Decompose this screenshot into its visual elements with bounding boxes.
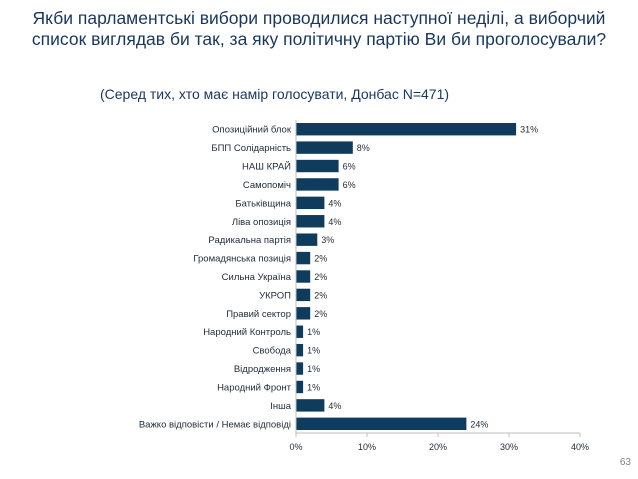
x-tick-label: 10% [358, 442, 376, 452]
category-label: Народний Контроль [203, 327, 291, 338]
x-tick-label: 0% [289, 442, 302, 452]
bar [296, 325, 304, 338]
data-label: 1% [307, 364, 320, 374]
category-label: УКРОП [259, 290, 291, 301]
bar [296, 233, 318, 246]
category-label: Громадянська позиція [193, 254, 291, 265]
x-tick-label: 20% [429, 442, 447, 452]
bar [296, 362, 304, 375]
slide-subtitle: (Серед тих, хто має намір голосувати, До… [100, 86, 450, 102]
category-label: Інша [270, 401, 292, 412]
category-label: Ліва опозиція [232, 217, 291, 228]
bar [296, 288, 311, 302]
data-label: 24% [470, 419, 488, 429]
bar [296, 251, 311, 265]
bar [296, 307, 311, 320]
category-label: Опозиційний блок [212, 125, 292, 136]
bar [296, 417, 467, 430]
data-label: 6% [343, 180, 356, 190]
bar [296, 270, 311, 283]
data-label: 4% [328, 217, 341, 227]
data-label: 1% [307, 327, 320, 337]
bar [296, 123, 517, 136]
bar [296, 159, 339, 173]
data-label: 8% [357, 143, 370, 153]
bar [296, 141, 353, 154]
category-label: Радикальна партія [208, 235, 291, 246]
category-label: Батьківщина [235, 198, 291, 209]
bar [296, 178, 339, 191]
data-label: 31% [520, 125, 538, 135]
slide-title: Якби парламентські вибори проводилися на… [31, 8, 607, 49]
data-label: 6% [343, 162, 356, 172]
data-label: 2% [314, 290, 327, 300]
bar [296, 215, 325, 228]
data-label: 1% [307, 346, 320, 356]
category-label: Відродження [234, 364, 291, 375]
data-label: 3% [321, 235, 334, 245]
category-label: БПП Солідарність [211, 143, 291, 154]
x-tick-label: 30% [500, 442, 518, 452]
data-label: 2% [314, 309, 327, 319]
bar [296, 380, 304, 394]
bar [296, 343, 304, 357]
data-label: 1% [307, 382, 320, 392]
category-label: Свобода [253, 346, 292, 357]
data-label: 2% [314, 254, 327, 264]
category-label: Сильна Україна [222, 272, 292, 283]
data-label: 4% [328, 401, 341, 411]
page-number: 63 [619, 457, 631, 468]
category-label: Правий сектор [226, 309, 291, 320]
category-label: Важко відповісти / Немає відповіді [139, 419, 291, 430]
data-label: 2% [314, 272, 327, 282]
bar [296, 196, 325, 210]
category-label: НАШ КРАЙ [242, 161, 291, 173]
category-label: Самопоміч [243, 180, 291, 191]
data-label: 4% [328, 198, 341, 208]
bar [296, 399, 325, 412]
x-tick-label: 40% [571, 442, 589, 452]
category-label: Народний Фронт [217, 382, 292, 393]
